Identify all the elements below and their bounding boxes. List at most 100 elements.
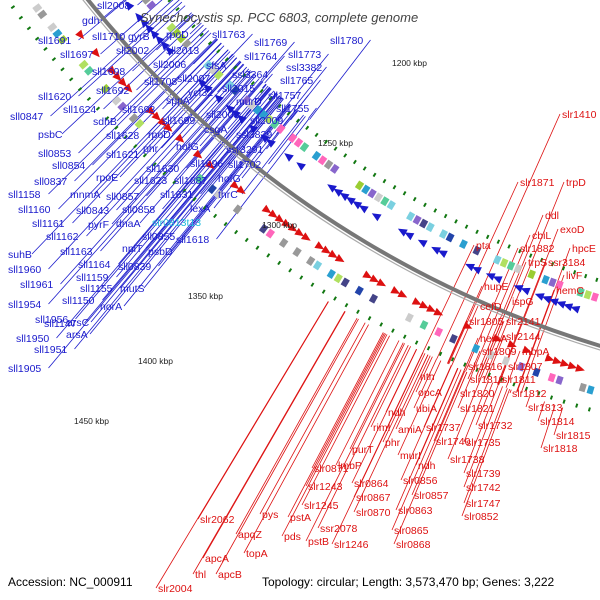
category-block	[513, 263, 523, 274]
minor-tick	[464, 224, 469, 229]
category-block	[404, 312, 414, 323]
reverse-gene-label: ndh	[388, 407, 406, 419]
category-block	[501, 356, 511, 366]
forward-gene-label: norA	[100, 301, 122, 313]
minor-tick	[299, 275, 304, 280]
forward-gene	[371, 213, 382, 222]
forward-gene	[160, 41, 170, 51]
forward-gene-label: ssl3382	[286, 62, 322, 74]
connector-line	[288, 53, 329, 104]
reverse-gene-label: hupE	[484, 281, 509, 293]
category-block	[252, 104, 263, 115]
minor-tick	[133, 144, 138, 149]
forward-gene	[352, 201, 363, 210]
forward-gene	[556, 301, 566, 309]
minor-tick	[324, 139, 329, 145]
forward-gene	[541, 295, 552, 304]
connector-line	[391, 369, 462, 531]
connector-line	[370, 346, 411, 428]
minor-tick	[487, 372, 491, 377]
category-block	[368, 293, 379, 304]
forward-gene-label: sll1692	[96, 85, 129, 97]
minor-tick	[51, 57, 57, 62]
reverse-gene-label: slr1732	[478, 420, 513, 432]
forward-gene-label: sll1950	[16, 333, 49, 345]
connector-line	[463, 384, 499, 474]
minor-tick	[356, 309, 360, 315]
connector-line	[447, 377, 482, 460]
reverse-gene-label: slr1820	[460, 388, 495, 400]
category-block	[258, 223, 269, 234]
reverse-gene-label: slr1871	[520, 177, 555, 189]
forward-gene	[563, 303, 574, 312]
minor-tick	[537, 391, 541, 396]
forward-gene-label: sll1631	[160, 189, 193, 201]
forward-gene	[284, 153, 294, 162]
connector-line	[505, 350, 521, 388]
forward-gene-label: sll1697	[60, 49, 93, 61]
reverse-gene-label: pstB	[308, 536, 329, 548]
reverse-gene-label: slr0867	[356, 492, 391, 504]
forward-gene-label: sll0839	[118, 261, 151, 273]
forward-gene	[135, 12, 145, 23]
category-block	[541, 274, 550, 285]
reverse-gene	[426, 304, 436, 312]
reverse-gene-label: nth	[420, 371, 435, 383]
category-block	[445, 232, 455, 243]
minor-tick	[423, 202, 427, 208]
forward-gene	[404, 232, 415, 241]
category-block	[292, 247, 302, 258]
minor-tick	[414, 340, 419, 345]
forward-gene	[155, 35, 165, 45]
minor-tick	[392, 184, 397, 190]
reverse-gene-label: hpcE	[572, 243, 596, 255]
category-block	[287, 133, 298, 144]
reverse-gene	[117, 77, 127, 87]
minor-tick	[167, 0, 172, 3]
minor-tick	[123, 134, 128, 140]
minor-tick	[382, 178, 387, 184]
scale-label: 1250 kbp	[318, 138, 353, 148]
scale-label: 1200 kbp	[392, 58, 427, 68]
category-block	[84, 65, 95, 76]
connector-line	[215, 318, 359, 575]
forward-gene-label: sll1160	[18, 204, 51, 216]
forward-gene-label: sfsA	[206, 60, 226, 72]
forward-gene-label: sll1951	[34, 344, 67, 356]
reverse-gene-label: trpD	[566, 177, 586, 189]
forward-gene-label: lexA	[190, 203, 210, 215]
category-block	[583, 289, 592, 300]
forward-gene-label: sll0858	[122, 204, 155, 216]
category-block	[367, 188, 377, 199]
forward-gene-label: sll1764	[244, 51, 277, 63]
forward-gene	[417, 239, 428, 248]
reverse-gene-label: ubiA	[416, 403, 437, 415]
connector-line	[422, 244, 475, 353]
connector-line	[498, 365, 507, 386]
category-block	[438, 229, 448, 240]
minor-tick	[86, 96, 92, 102]
category-block	[213, 70, 224, 81]
category-block	[270, 119, 280, 130]
category-block	[555, 280, 564, 290]
reverse-gene-label: slr1410	[562, 109, 597, 121]
connector-line	[311, 332, 384, 469]
minor-tick	[250, 81, 255, 86]
connector-line	[268, 116, 306, 165]
category-block	[527, 269, 536, 280]
reverse-gene-label: trpS	[528, 257, 547, 269]
category-block	[532, 367, 541, 378]
reverse-gene-label: slr1807	[508, 361, 543, 373]
minor-tick	[182, 188, 187, 193]
reverse-gene	[106, 65, 116, 76]
connector-line	[307, 107, 317, 119]
reverse-gene-label: pds	[284, 531, 301, 543]
connector-line	[457, 374, 473, 409]
connector-line	[146, 74, 256, 197]
connector-line	[281, 334, 388, 537]
connector-line	[259, 88, 272, 102]
reverse-gene	[559, 358, 570, 367]
forward-gene	[248, 124, 259, 134]
connector-line	[349, 342, 404, 450]
reverse-gene-label: slr0864	[354, 478, 389, 490]
